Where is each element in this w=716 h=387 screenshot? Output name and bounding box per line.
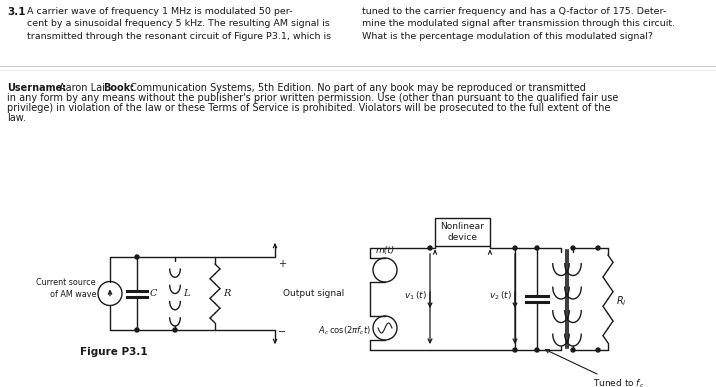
Text: C: C <box>150 289 158 298</box>
Circle shape <box>596 348 600 352</box>
Circle shape <box>513 348 517 352</box>
Circle shape <box>535 246 539 250</box>
Circle shape <box>428 246 432 250</box>
Text: Communication Systems, 5th Edition. No part of any book may be reproduced or tra: Communication Systems, 5th Edition. No p… <box>130 83 586 93</box>
Circle shape <box>571 246 575 250</box>
Text: in any form by any means without the publisher's prior written permission. Use (: in any form by any means without the pub… <box>7 93 619 103</box>
Text: m(t): m(t) <box>375 246 395 255</box>
Bar <box>435 218 490 246</box>
Text: −: − <box>278 327 286 337</box>
Text: law.: law. <box>7 113 26 123</box>
Text: privilege) in violation of the law or these Terms of Service is prohibited. Viol: privilege) in violation of the law or th… <box>7 103 611 113</box>
Circle shape <box>135 255 139 259</box>
Text: Aaron Lai: Aaron Lai <box>59 83 105 93</box>
Text: A carrier wave of frequency 1 MHz is modulated 50 per-
cent by a sinusoidal freq: A carrier wave of frequency 1 MHz is mod… <box>27 7 331 41</box>
Circle shape <box>173 328 177 332</box>
Text: Figure P3.1: Figure P3.1 <box>80 347 147 357</box>
Text: $R_l$: $R_l$ <box>616 294 626 308</box>
Circle shape <box>571 348 575 352</box>
Text: 3.1: 3.1 <box>7 7 26 17</box>
Text: Nonlinear
device: Nonlinear device <box>440 222 485 242</box>
Text: Username:: Username: <box>7 83 67 93</box>
Text: tuned to the carrier frequency and has a Q-factor of 175. Deter-
mine the modula: tuned to the carrier frequency and has a… <box>362 7 675 41</box>
Circle shape <box>513 246 517 250</box>
Circle shape <box>135 328 139 332</box>
Circle shape <box>596 246 600 250</box>
Text: Tuned to $f_c$: Tuned to $f_c$ <box>546 349 644 387</box>
Text: L: L <box>183 289 190 298</box>
Text: $A_c\,\cos(2\pi f_c t)$: $A_c\,\cos(2\pi f_c t)$ <box>318 325 371 337</box>
Text: $v_2\,(t)$: $v_2\,(t)$ <box>489 290 512 302</box>
Text: $v_1\,(t)$: $v_1\,(t)$ <box>404 290 427 302</box>
Text: Output signal: Output signal <box>283 289 344 298</box>
Text: Book:: Book: <box>103 83 135 93</box>
Text: R: R <box>223 289 231 298</box>
Text: +: + <box>278 259 286 269</box>
Circle shape <box>535 348 539 352</box>
Text: Current source
of AM wave: Current source of AM wave <box>37 278 96 299</box>
